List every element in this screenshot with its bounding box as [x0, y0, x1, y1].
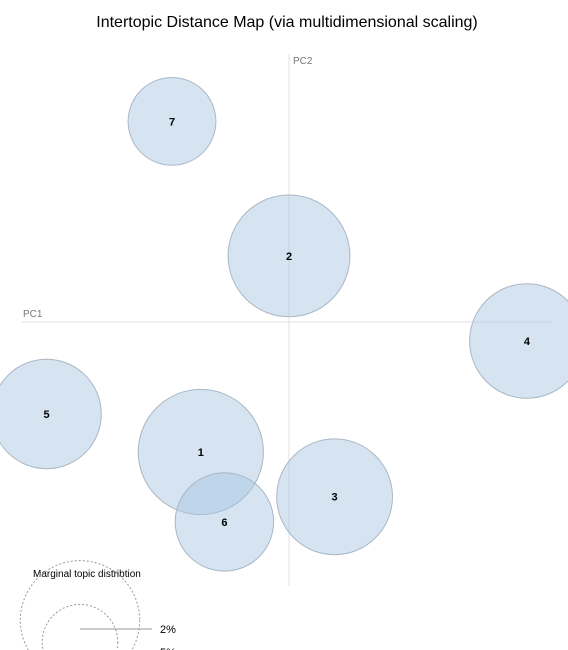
topic-label-6: 6 — [221, 517, 227, 529]
topic-circle-4[interactable] — [469, 283, 568, 399]
topic-label-3: 3 — [332, 492, 338, 504]
topic-circle-5[interactable] — [0, 358, 102, 470]
legend-circle-2 — [19, 560, 141, 650]
topic-circles — [0, 77, 568, 572]
axes: PC1 PC2 — [22, 54, 552, 586]
legend-value-2: 5% — [160, 647, 176, 650]
topic-label-2: 2 — [286, 251, 292, 263]
topic-label-7: 7 — [169, 116, 175, 128]
legend-value-1: 2% — [160, 624, 176, 636]
legend-title: Marginal topic distribtion — [33, 569, 141, 580]
topic-circle-3[interactable] — [276, 438, 394, 556]
topic-labels: 1 2 3 4 5 6 7 — [44, 116, 531, 529]
topic-circle-6[interactable] — [174, 472, 275, 572]
topic-circle-1[interactable] — [137, 388, 264, 516]
topic-circle-2[interactable] — [227, 194, 351, 318]
topic-label-4: 4 — [524, 336, 531, 348]
pc2-axis-label: PC2 — [293, 56, 313, 67]
pc1-axis-label: PC1 — [23, 309, 43, 320]
chart-title: Intertopic Distance Map (via multidimens… — [96, 14, 478, 31]
topic-label-1: 1 — [198, 447, 204, 459]
topic-label-5: 5 — [44, 409, 50, 421]
topic-circle-7[interactable] — [127, 77, 217, 166]
marginal-distribution-legend: Marginal topic distribtion 2% 5% — [19, 560, 176, 650]
legend-circle-1 — [41, 603, 119, 650]
legend-marks: 2% 5% — [19, 560, 176, 650]
